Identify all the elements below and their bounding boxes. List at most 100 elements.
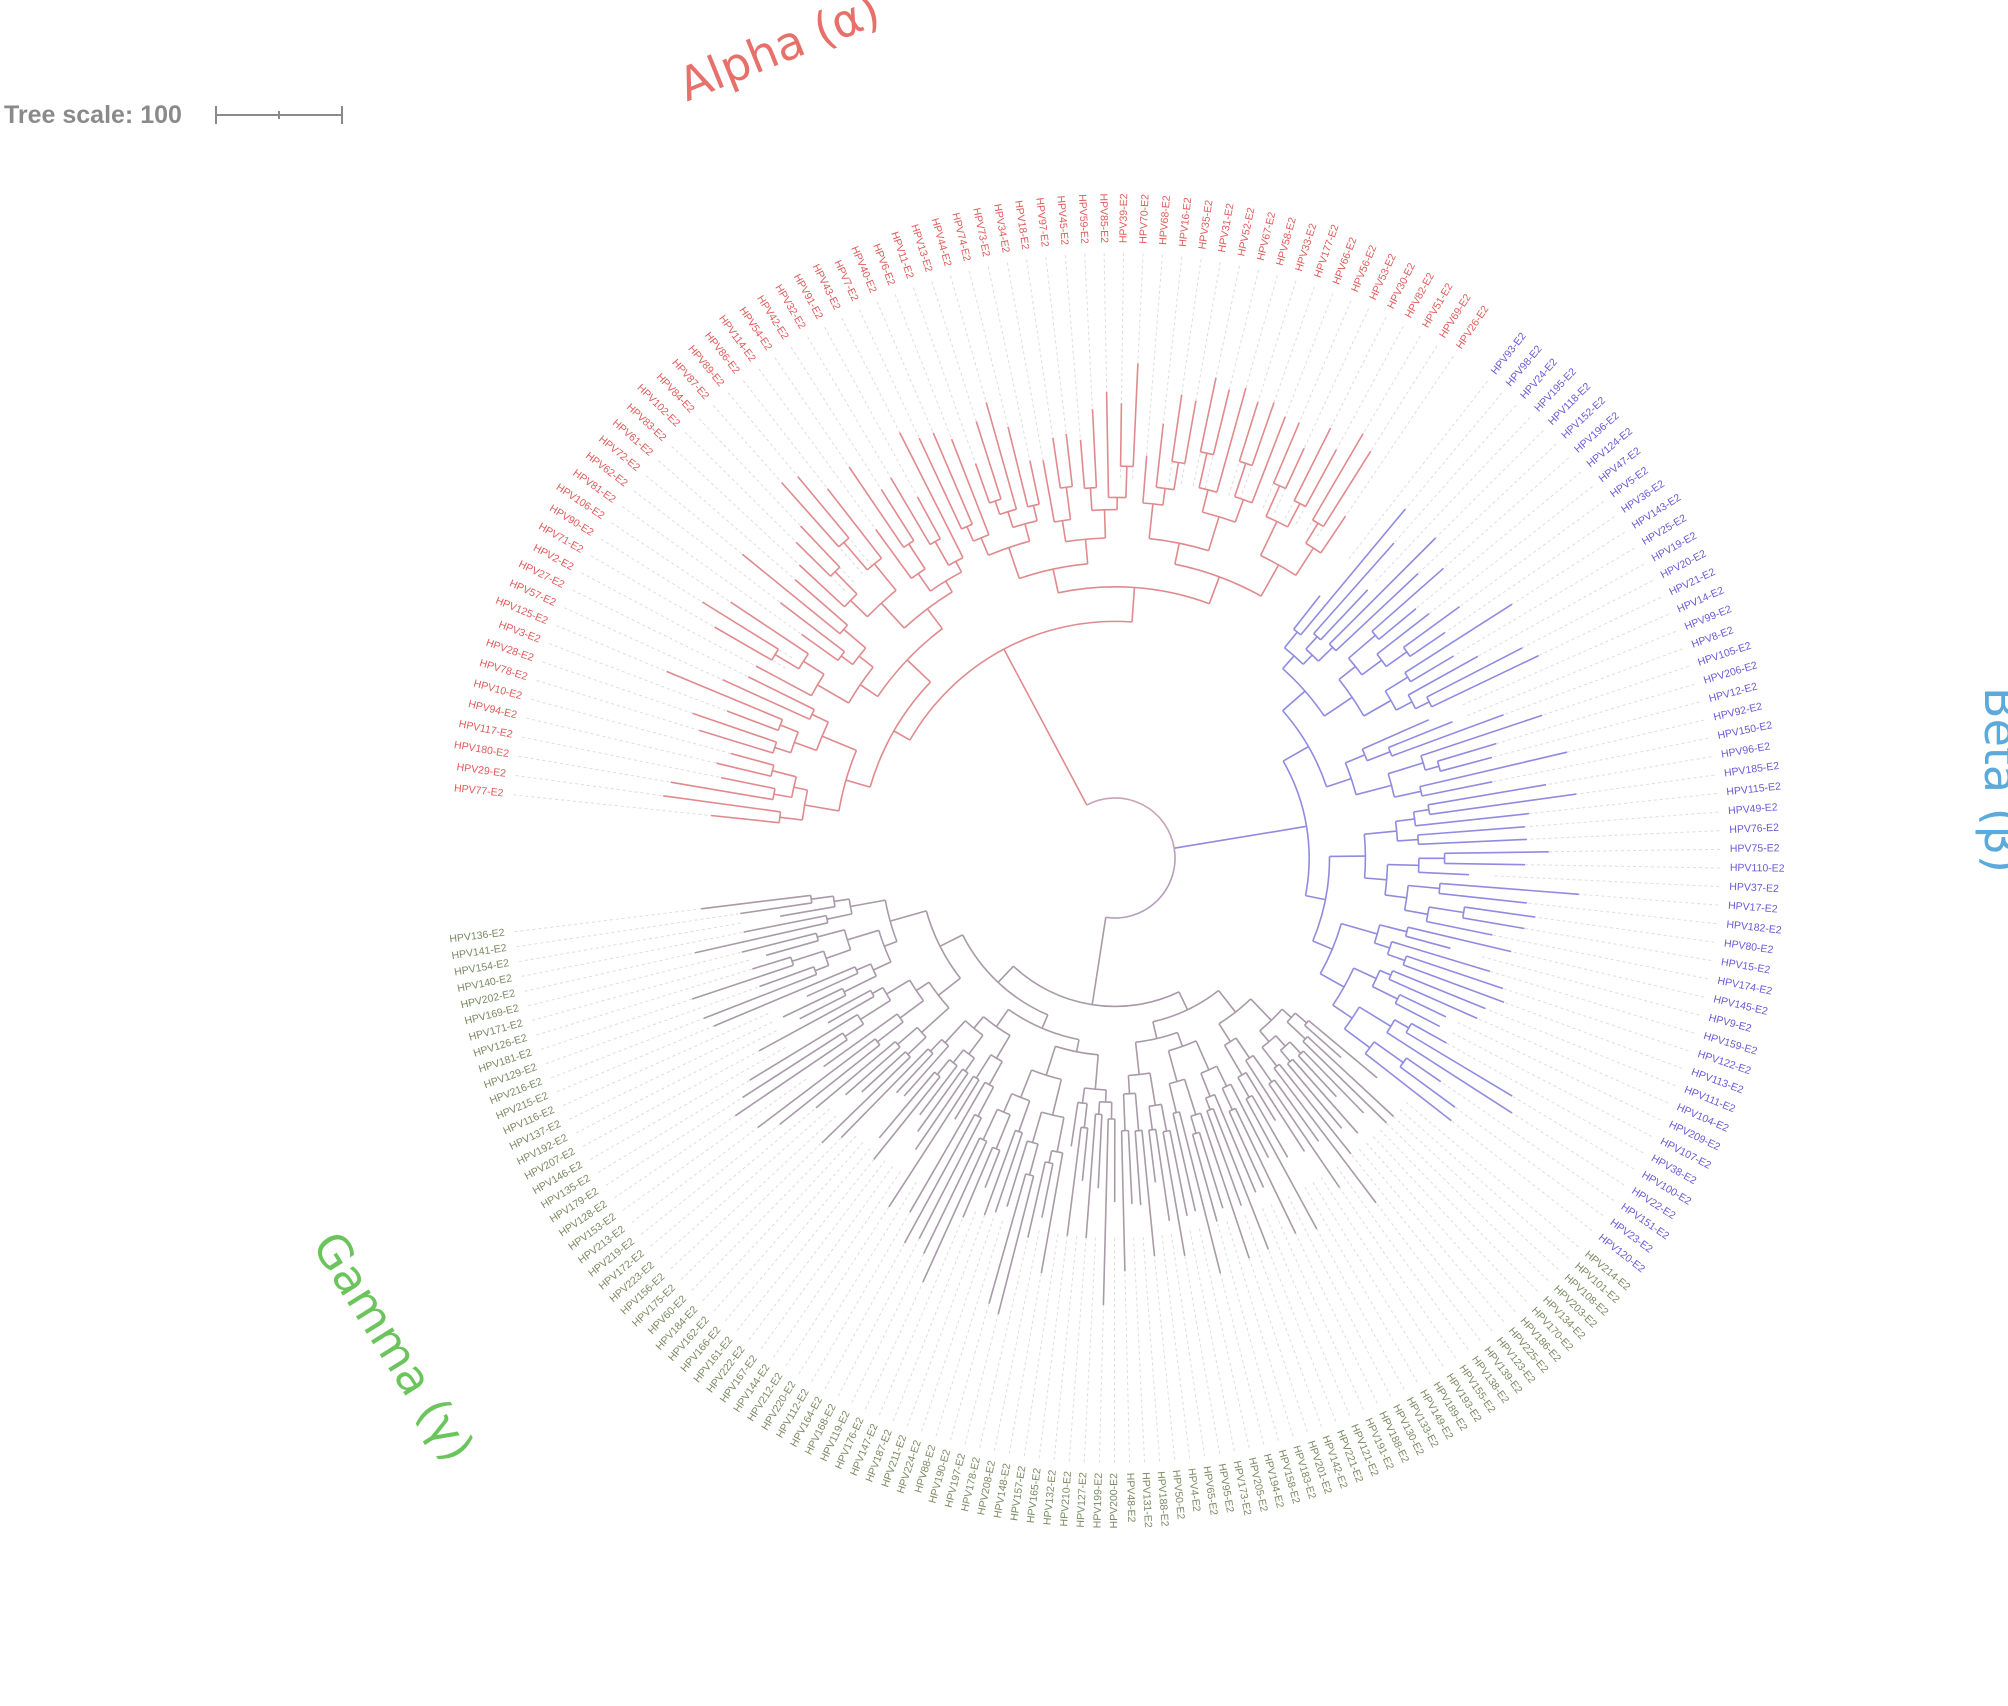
branch-segment bbox=[1259, 1030, 1270, 1043]
clade-label: Alpha (α) bbox=[671, 0, 887, 112]
leaf-label: HPV15-E2 bbox=[1720, 956, 1771, 976]
branch-segment bbox=[772, 769, 797, 778]
branch-segment bbox=[1174, 543, 1180, 565]
branch-segment bbox=[1081, 1128, 1089, 1181]
leaf-guide bbox=[797, 1181, 917, 1376]
branch-segment bbox=[823, 1013, 898, 1068]
branch-segment bbox=[720, 776, 776, 790]
branch-segment bbox=[1199, 1112, 1250, 1259]
branch-segment bbox=[1387, 953, 1406, 962]
branch-segment bbox=[741, 553, 841, 635]
branch-segment bbox=[1195, 1040, 1210, 1071]
branch-segment bbox=[1391, 714, 1504, 757]
branch-segment bbox=[1371, 567, 1445, 632]
branch-segment bbox=[1319, 973, 1345, 988]
leaf-guide bbox=[1492, 792, 1719, 818]
branch-segment bbox=[791, 950, 824, 962]
branch-segment bbox=[884, 940, 898, 948]
branch-segment bbox=[692, 712, 777, 743]
branch-segment bbox=[1358, 1006, 1392, 1027]
branch-segment bbox=[1089, 487, 1093, 511]
branch-segment bbox=[1440, 756, 1493, 772]
leaf-guide bbox=[1366, 1142, 1517, 1314]
branch-segment bbox=[962, 1146, 994, 1218]
branch-segment bbox=[801, 633, 839, 662]
leaf-label: HPV76-E2 bbox=[1729, 822, 1779, 836]
branch-segment bbox=[985, 402, 1018, 510]
branch-segment bbox=[860, 999, 891, 1021]
leaf-guide bbox=[1428, 515, 1617, 645]
branch-segment bbox=[848, 466, 905, 548]
branch-segment bbox=[1234, 499, 1245, 523]
branch-segment bbox=[1070, 1102, 1079, 1147]
leaf-label: HPV131-E2 bbox=[1139, 1472, 1154, 1528]
branch-arc bbox=[1205, 1093, 1215, 1099]
branch-arc bbox=[1012, 520, 1038, 529]
leaf-guide bbox=[1198, 1228, 1251, 1451]
branch-segment bbox=[909, 1081, 986, 1213]
branch-arc bbox=[1086, 797, 1175, 849]
leaf-guide bbox=[1428, 1072, 1616, 1203]
leaf-guide bbox=[1484, 944, 1706, 999]
branch-segment bbox=[1162, 1131, 1186, 1256]
branch-segment bbox=[997, 965, 1014, 983]
branch-segment bbox=[1395, 818, 1415, 823]
branch-segment bbox=[1363, 699, 1392, 717]
leaf-label: HPV48-E2 bbox=[1124, 1473, 1137, 1523]
branch-arc bbox=[1282, 760, 1310, 896]
branch-arc bbox=[1237, 1071, 1247, 1079]
branch-segment bbox=[1031, 1111, 1043, 1143]
leaf-guide bbox=[987, 264, 1036, 487]
branch-segment bbox=[1095, 917, 1107, 977]
leaf-guide bbox=[534, 968, 752, 1037]
leaf-guide bbox=[1399, 1109, 1571, 1261]
branch-segment bbox=[1417, 826, 1525, 836]
branch-segment bbox=[936, 1059, 951, 1076]
branch-segment bbox=[968, 1034, 984, 1055]
leaf-guide bbox=[567, 1021, 773, 1121]
branch-segment bbox=[1103, 509, 1107, 539]
branch-segment bbox=[858, 655, 874, 668]
branch-segment bbox=[944, 1020, 966, 1044]
branch-arc bbox=[1012, 965, 1180, 1008]
branch-segment bbox=[1228, 1110, 1265, 1188]
branch-arc bbox=[1245, 1054, 1254, 1062]
branch-segment bbox=[1366, 750, 1391, 762]
clade-label: Beta (β) bbox=[1974, 687, 2008, 873]
branch-segment bbox=[1216, 1065, 1228, 1087]
branch-segment bbox=[915, 981, 930, 992]
branch-segment bbox=[1282, 690, 1306, 712]
leaf-label: HPV92-E2 bbox=[1712, 700, 1763, 723]
branch-segment bbox=[1097, 1101, 1101, 1115]
branch-segment bbox=[1171, 394, 1183, 462]
leaf-guide bbox=[978, 1228, 1031, 1450]
branch-segment bbox=[952, 1049, 965, 1064]
branch-segment bbox=[793, 786, 808, 791]
branch-segment bbox=[1183, 1079, 1197, 1115]
branch-segment bbox=[1198, 1132, 1224, 1209]
branch-segment bbox=[1204, 1097, 1211, 1111]
branch-segment bbox=[1355, 784, 1392, 796]
branch-segment bbox=[1372, 985, 1398, 1000]
branch-segment bbox=[1091, 976, 1098, 1005]
branch-segment bbox=[1313, 542, 1395, 635]
branch-arc bbox=[1343, 1006, 1360, 1030]
leaf-guide bbox=[1023, 1233, 1059, 1459]
branch-segment bbox=[1338, 665, 1356, 681]
branch-segment bbox=[1379, 969, 1392, 976]
branch-arc bbox=[1123, 1092, 1136, 1095]
branch-segment bbox=[749, 1013, 858, 1081]
leaf-guide bbox=[1452, 1032, 1655, 1138]
branch-segment bbox=[1361, 659, 1383, 676]
branch-arc bbox=[1091, 508, 1118, 512]
branch-arc bbox=[1239, 460, 1253, 467]
branch-segment bbox=[1132, 363, 1139, 467]
branch-segment bbox=[845, 779, 871, 788]
leaf-label: HPV39-E2 bbox=[1117, 193, 1130, 243]
branch-segment bbox=[1084, 539, 1089, 564]
branch-segment bbox=[1293, 427, 1332, 501]
branch-segment bbox=[840, 655, 854, 666]
branch-segment bbox=[1024, 523, 1031, 542]
branch-arc bbox=[1273, 482, 1286, 490]
branch-arc bbox=[992, 1146, 1001, 1152]
